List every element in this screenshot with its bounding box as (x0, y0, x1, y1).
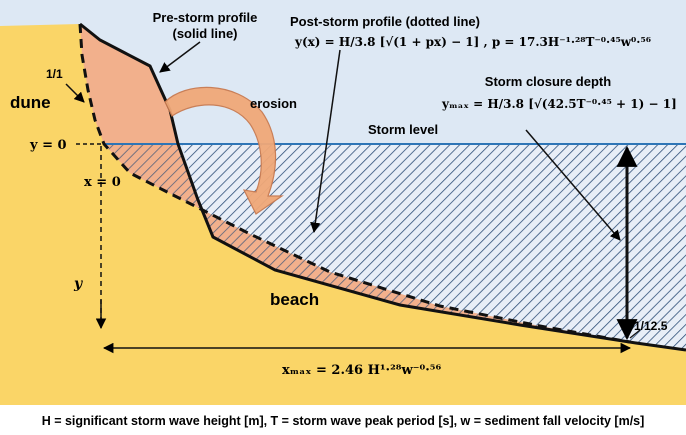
pre-storm-title: Pre-storm profile (153, 10, 258, 25)
legend-strip (0, 405, 686, 435)
erosion-label: erosion (250, 96, 297, 111)
storm-level-label: Storm level (368, 122, 438, 137)
slope-top-label: 1/1 (46, 67, 63, 81)
post-storm-formula: y(x) = H/3.8 [√(1 + px) − 1] , p = 17.3H… (294, 35, 651, 49)
y-zero-label: y = 0 (29, 138, 67, 153)
dune-label: dune (10, 93, 51, 112)
beach-label: beach (270, 290, 319, 309)
x-zero-label: x = 0 (84, 175, 121, 190)
closure-depth-formula: yₘₐₓ = H/3.8 [√(42.5T⁻⁰·⁴⁵ + 1) − 1] (441, 97, 677, 111)
pre-storm-pointer (159, 41, 201, 73)
slope-bottom-pointer (629, 329, 641, 339)
slope-bottom-label: 1/12.5 (634, 319, 668, 333)
xmax-formula: xₘₐₓ = 2.46 H¹·²⁸w⁻⁰·⁵⁶ (282, 363, 441, 378)
variable-legend: H = significant storm wave height [m], T… (42, 414, 645, 428)
post-storm-profile-line (78, 23, 631, 344)
closure-depth-title: Storm closure depth (485, 74, 611, 89)
y-axis-label: y (73, 276, 83, 292)
post-storm-title: Post-storm profile (dotted line) (290, 14, 480, 29)
slope-top-pointer (65, 83, 85, 103)
pre-storm-subtitle: (solid line) (173, 26, 238, 41)
pre-storm-profile-line (79, 22, 686, 352)
eroded-volume-hatching (104, 144, 630, 342)
post-storm-pointer (310, 49, 341, 234)
closure-depth-pointer (525, 129, 621, 241)
erosion-arrow (164, 86, 284, 215)
